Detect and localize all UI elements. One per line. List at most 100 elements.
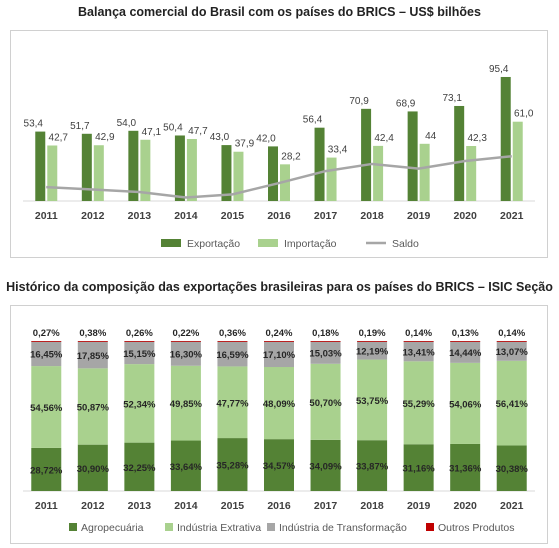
export-composition-plot: 28,72% 54,56% 16,45% 0,27% 2011 30,90% 50,87% 1… bbox=[23, 328, 535, 534]
x-tick-2014: 2014 bbox=[174, 500, 198, 512]
label-exportacao-2016: 42,0 bbox=[256, 133, 276, 144]
label-industria-extrativa-2020: 54,06% bbox=[449, 399, 482, 410]
segment-industria-de-transformacao-2016 bbox=[264, 341, 294, 368]
segment-industria-de-transformacao-2013 bbox=[124, 341, 155, 365]
segment-agropecuaria-2020 bbox=[450, 443, 481, 491]
legend-label-industria-de-transformacao: Indústria de Transformação bbox=[279, 522, 407, 534]
segment-agropecuaria-2019 bbox=[403, 444, 434, 491]
segment-agropecuaria-2015 bbox=[217, 438, 248, 491]
label-outros-produtos-2020: 0,13% bbox=[452, 328, 479, 339]
label-industria-extrativa-2016: 48,09% bbox=[263, 399, 296, 410]
x-tick-2019: 2019 bbox=[407, 210, 431, 222]
label-agropecuaria-2012: 30,90% bbox=[77, 464, 110, 475]
segment-industria-de-transformacao-2015 bbox=[217, 341, 248, 367]
legend-label-agropecuaria: Agropecuária bbox=[81, 522, 144, 534]
label-outros-produtos-2016: 0,24% bbox=[266, 328, 293, 339]
label-outros-produtos-2014: 0,22% bbox=[172, 328, 199, 339]
segment-industria-de-transformacao-2011 bbox=[31, 341, 62, 367]
legend-swatch-importacao bbox=[258, 239, 278, 247]
label-importacao-2017: 33,4 bbox=[328, 145, 348, 156]
legend-label-importacao: Importação bbox=[284, 238, 337, 250]
label-agropecuaria-2019: 31,16% bbox=[403, 464, 436, 475]
label-importacao-2019: 44 bbox=[425, 131, 437, 142]
legend-swatch-industria-de-transformacao bbox=[267, 523, 275, 531]
x-tick-2016: 2016 bbox=[267, 500, 291, 512]
segment-outros-produtos-2019 bbox=[403, 341, 434, 342]
chart-title-trade-balance: Balança comercial do Brasil com os paíse… bbox=[78, 5, 481, 19]
label-exportacao-2021: 95,4 bbox=[489, 64, 509, 75]
bar-importacao-2014 bbox=[186, 138, 197, 201]
segment-industria-extrativa-2021 bbox=[496, 360, 527, 446]
label-importacao-2018: 42,4 bbox=[374, 133, 394, 144]
bar-exportacao-2015 bbox=[221, 145, 232, 201]
legend-swatch-outros-produtos bbox=[426, 523, 434, 531]
segment-agropecuaria-2013 bbox=[124, 442, 155, 491]
label-exportacao-2015: 43,0 bbox=[210, 132, 230, 143]
line-saldo bbox=[46, 155, 512, 199]
segment-industria-extrativa-2016 bbox=[264, 367, 294, 440]
x-tick-2016: 2016 bbox=[267, 210, 291, 222]
bar-importacao-2013 bbox=[140, 139, 151, 201]
x-tick-2017: 2017 bbox=[314, 500, 338, 512]
label-agropecuaria-2017: 34,09% bbox=[309, 461, 342, 472]
bar-importacao-2019 bbox=[419, 143, 430, 201]
label-industria-extrativa-2014: 49,85% bbox=[170, 399, 203, 410]
x-tick-2012: 2012 bbox=[81, 500, 105, 512]
label-industria-de-transformacao-2018: 12,19% bbox=[356, 346, 389, 357]
label-agropecuaria-2014: 33,64% bbox=[170, 462, 203, 473]
segment-outros-produtos-2017 bbox=[310, 341, 341, 342]
label-agropecuaria-2020: 31,36% bbox=[449, 463, 482, 474]
label-industria-extrativa-2019: 55,29% bbox=[403, 399, 436, 410]
segment-industria-de-transformacao-2018 bbox=[357, 341, 388, 360]
label-agropecuaria-2015: 35,28% bbox=[216, 461, 249, 472]
legend-label-saldo: Saldo bbox=[392, 238, 419, 250]
label-outros-produtos-2012: 0,38% bbox=[79, 328, 106, 339]
segment-agropecuaria-2011 bbox=[31, 447, 62, 491]
legend-swatch-exportacao bbox=[161, 239, 181, 247]
segment-agropecuaria-2016 bbox=[264, 439, 294, 491]
label-exportacao-2017: 56,4 bbox=[303, 115, 323, 126]
label-agropecuaria-2013: 32,25% bbox=[123, 463, 156, 474]
segment-industria-extrativa-2011 bbox=[31, 366, 62, 448]
label-industria-extrativa-2017: 50,70% bbox=[309, 398, 342, 409]
x-tick-2015: 2015 bbox=[221, 500, 245, 512]
label-exportacao-2012: 51,7 bbox=[70, 121, 90, 132]
x-tick-2021: 2021 bbox=[500, 210, 524, 222]
segment-industria-de-transformacao-2019 bbox=[403, 341, 434, 362]
label-outros-produtos-2015: 0,36% bbox=[219, 328, 246, 339]
bar-exportacao-2014 bbox=[174, 135, 185, 201]
x-tick-2020: 2020 bbox=[454, 210, 478, 222]
chart-title-export-composition: Histórico da composição das exportações … bbox=[6, 280, 553, 294]
bar-importacao-2012 bbox=[93, 145, 104, 201]
label-industria-de-transformacao-2011: 16,45% bbox=[30, 350, 63, 361]
segment-outros-produtos-2011 bbox=[31, 341, 62, 342]
label-industria-de-transformacao-2015: 16,59% bbox=[216, 350, 249, 361]
x-tick-2020: 2020 bbox=[454, 500, 478, 512]
x-tick-2011: 2011 bbox=[35, 500, 58, 512]
bar-exportacao-2017 bbox=[314, 127, 325, 201]
label-exportacao-2014: 50,4 bbox=[163, 122, 183, 133]
label-outros-produtos-2019: 0,14% bbox=[405, 328, 432, 339]
label-importacao-2021: 61,0 bbox=[514, 109, 534, 120]
bar-exportacao-2019 bbox=[407, 111, 418, 201]
label-agropecuaria-2021: 30,38% bbox=[496, 464, 529, 475]
label-industria-extrativa-2013: 52,34% bbox=[123, 399, 156, 410]
label-importacao-2014: 47,7 bbox=[188, 126, 208, 137]
bar-exportacao-2021 bbox=[500, 76, 511, 201]
label-industria-de-transformacao-2013: 15,15% bbox=[123, 349, 156, 360]
segment-industria-extrativa-2015 bbox=[217, 366, 248, 439]
label-exportacao-2018: 70,9 bbox=[349, 96, 369, 107]
label-industria-de-transformacao-2017: 15,03% bbox=[309, 349, 342, 360]
segment-industria-extrativa-2020 bbox=[450, 362, 481, 444]
label-agropecuaria-2011: 28,72% bbox=[30, 465, 63, 476]
legend-label-industria-extrativa: Indústria Extrativa bbox=[177, 522, 261, 534]
label-industria-de-transformacao-2014: 16,30% bbox=[170, 350, 203, 361]
segment-industria-extrativa-2018 bbox=[357, 359, 388, 441]
bar-exportacao-2011 bbox=[35, 131, 46, 201]
export-composition-chart: 28,72% 54,56% 16,45% 0,27% 2011 30,90% 50,87% 1… bbox=[10, 305, 548, 544]
label-importacao-2011: 42,7 bbox=[49, 132, 69, 143]
trade-balance-plot: 53,4 42,7 2011 51,7 42,9 2012 54,0 47,1 2013 50,4… bbox=[23, 64, 535, 250]
legend-swatch-agropecuaria bbox=[69, 523, 77, 531]
legend-label-exportacao: Exportação bbox=[187, 238, 240, 250]
segment-outros-produtos-2021 bbox=[496, 341, 527, 342]
